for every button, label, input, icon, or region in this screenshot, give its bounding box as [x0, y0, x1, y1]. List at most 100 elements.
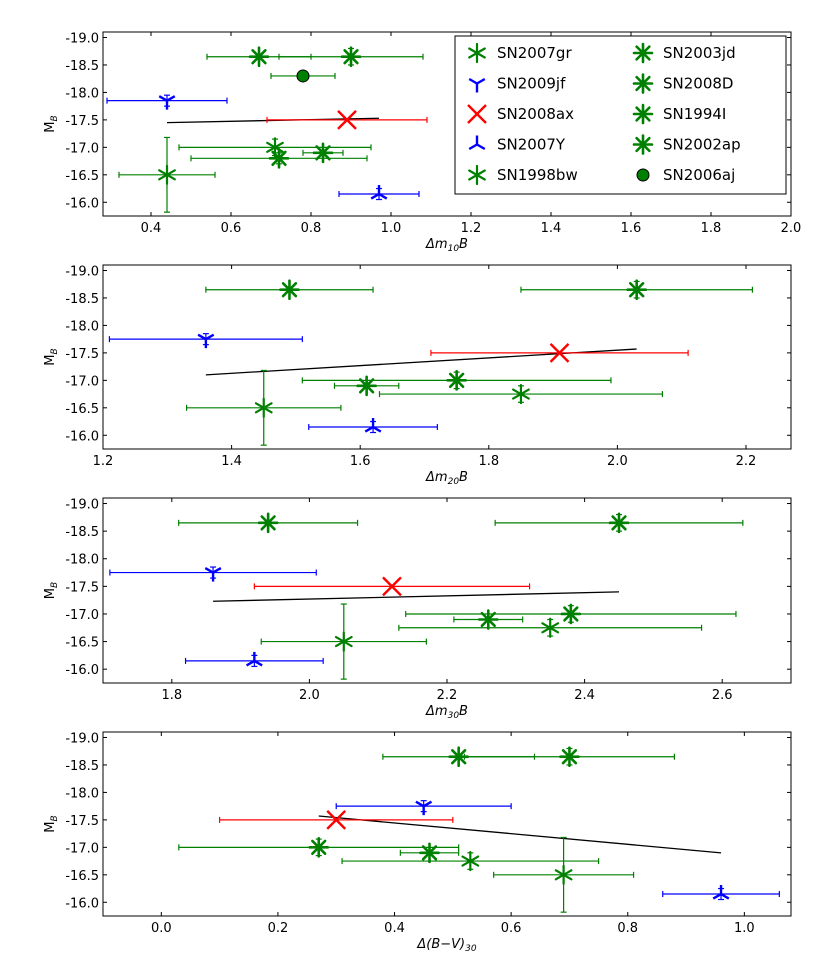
marker-stroke	[641, 82, 651, 92]
marker-stroke	[257, 55, 267, 65]
x-tick-label: 0.4	[384, 921, 405, 936]
x-tick-label: 1.0	[381, 221, 402, 236]
marker-stroke	[337, 110, 357, 130]
y-tick-label: -16.5	[65, 402, 99, 417]
marker-stroke	[549, 622, 560, 629]
marker-sn2003jd	[257, 512, 279, 534]
marker-stroke	[254, 402, 265, 409]
marker-stroke	[468, 51, 479, 59]
x-tick-label: 2.2	[437, 688, 458, 703]
data-point-sn2007gr	[378, 383, 664, 405]
y-tick-label: -18.0	[65, 319, 99, 334]
marker-stroke	[273, 141, 284, 149]
marker-stroke	[342, 635, 353, 643]
data-point-sn1994i	[301, 370, 612, 391]
marker-sn1998bw	[158, 164, 176, 185]
x-tick-label: 0.6	[221, 221, 242, 236]
x-tick-label: 1.0	[734, 921, 755, 936]
marker-stroke	[212, 567, 222, 574]
marker-sn2008d	[340, 46, 362, 68]
marker-stroke	[266, 521, 276, 531]
marker-stroke	[475, 169, 486, 177]
y-tick-label: -17.5	[65, 347, 99, 362]
legend-label: SN1998bw	[497, 166, 578, 184]
axes-frame	[102, 264, 792, 450]
x-tick-label: 0.0	[151, 921, 172, 936]
marker-stroke	[554, 869, 565, 876]
x-axis-label: Δm10B	[425, 237, 468, 254]
legend-label: SN2007gr	[497, 44, 572, 62]
x-tick-label: 0.2	[268, 921, 289, 936]
marker-sn2007y	[245, 651, 263, 667]
x-tick-label: 1.6	[621, 221, 642, 236]
marker-sn2009jf	[415, 800, 433, 816]
y-tick-label: -16.0	[65, 429, 99, 444]
marker-stroke	[382, 576, 402, 597]
data-point-sn2002ap	[333, 375, 400, 397]
marker-stroke	[635, 288, 645, 298]
legend-label: SN1994I	[663, 105, 726, 123]
marker-stroke	[469, 859, 480, 867]
legend-marker	[468, 135, 486, 151]
data-point-sn2007y	[184, 651, 324, 668]
marker-stroke	[254, 406, 265, 414]
marker-sn2007gr	[541, 617, 560, 638]
x-tick-label: 2.4	[574, 688, 595, 703]
x-tick-label: 2.2	[736, 454, 757, 469]
x-tick-label: 1.4	[541, 221, 562, 236]
y-tick-label: -18.5	[65, 759, 99, 774]
marker-sn2002ap	[477, 609, 499, 630]
legend-item-sn2009jf: SN2009jf	[468, 75, 566, 93]
marker-stroke	[253, 659, 263, 667]
y-tick-label: -16.0	[65, 663, 99, 678]
x-tick-label: 0.8	[301, 221, 322, 236]
legend-item-sn2007gr: SN2007gr	[468, 42, 572, 64]
data-point-sn2008ax	[219, 810, 454, 830]
marker-sn2008d	[608, 512, 630, 534]
y-tick-label: -17.5	[65, 580, 99, 595]
y-tick-label: -17.5	[65, 114, 99, 129]
marker-sn1994i	[560, 603, 582, 625]
marker-stroke	[334, 635, 345, 643]
legend-marker	[468, 164, 486, 186]
y-tick-label: -19.0	[65, 31, 99, 46]
data-point-sn1998bw	[185, 369, 342, 446]
x-axis-label: Δ(B−V)30	[416, 937, 476, 954]
marker-circle	[296, 69, 310, 83]
marker-stroke	[165, 173, 176, 181]
marker-sn2003jd	[279, 279, 300, 301]
marker-stroke	[712, 892, 722, 900]
marker-sn2002ap	[312, 142, 334, 164]
marker-stroke	[554, 873, 565, 881]
legend-item-sn2007y: SN2007Y	[468, 135, 566, 154]
marker-stroke	[512, 392, 523, 400]
marker-stroke	[641, 143, 651, 153]
data-point-sn2008ax	[266, 110, 428, 130]
marker-stroke	[415, 800, 425, 808]
legend-frame	[454, 35, 787, 195]
y-tick-label: -18.5	[65, 59, 99, 74]
marker-stroke	[364, 425, 374, 433]
data-point-sn2006aj	[270, 69, 336, 83]
marker-circle	[636, 168, 650, 182]
y-tick-label: -19.0	[65, 731, 99, 746]
marker-sn2009jf	[197, 333, 215, 349]
marker-sn2008ax	[549, 343, 570, 363]
marker-stroke	[457, 755, 467, 765]
marker-stroke	[245, 659, 255, 667]
marker-stroke	[562, 873, 573, 881]
marker-stroke	[365, 384, 375, 394]
marker-stroke	[541, 622, 552, 629]
y-tick-label: -17.0	[65, 841, 99, 856]
marker-stroke	[378, 192, 388, 200]
marker-stroke	[423, 800, 433, 808]
marker-sn2007y	[370, 185, 388, 200]
marker-sn2008ax	[382, 576, 402, 597]
marker-stroke	[165, 169, 176, 176]
marker-sn1994i	[446, 370, 467, 391]
marker-stroke	[475, 51, 486, 59]
data-point-sn2008d	[520, 279, 754, 301]
marker-stroke	[476, 77, 486, 85]
